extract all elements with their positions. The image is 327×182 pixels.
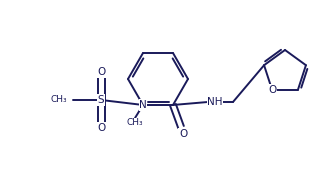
Text: CH₃: CH₃: [50, 96, 67, 104]
Text: NH: NH: [207, 97, 223, 107]
Text: N: N: [139, 100, 147, 110]
Text: O: O: [268, 85, 276, 95]
Text: O: O: [97, 123, 105, 133]
Text: O: O: [179, 129, 187, 139]
Text: S: S: [98, 95, 104, 105]
Text: O: O: [97, 67, 105, 77]
Text: CH₃: CH₃: [127, 118, 143, 127]
